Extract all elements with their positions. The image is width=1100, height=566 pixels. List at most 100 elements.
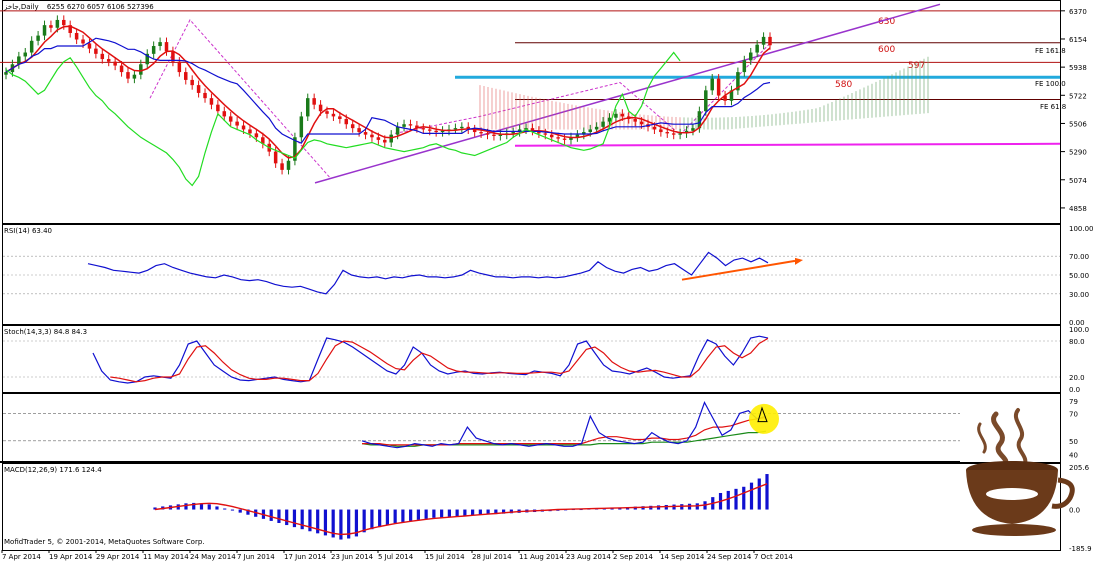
candle-body: [23, 52, 28, 57]
candle-body: [530, 128, 535, 131]
candle-body: [62, 19, 66, 26]
candle-body: [402, 124, 406, 127]
candle-body: [261, 137, 265, 144]
rsi-tick-label: 0.00: [1069, 319, 1085, 327]
macd-bar: [409, 509, 413, 521]
candle-body: [87, 43, 92, 49]
candle-body: [376, 137, 381, 140]
oscillator-panel[interactable]: [2, 393, 1061, 463]
candle-body: [768, 36, 772, 46]
osc-tick-label: 50: [1069, 438, 1078, 446]
candle-body: [697, 111, 702, 129]
candle-body: [492, 134, 496, 136]
caret-marker: [757, 406, 768, 423]
date-tick-label: 24 May 2014: [190, 553, 236, 561]
macd-bar: [385, 509, 390, 526]
osc-tick-label: 40: [1069, 452, 1078, 460]
level-597: 597: [908, 61, 926, 71]
candle-body: [562, 138, 567, 140]
candle-body: [184, 72, 188, 80]
candle-body: [704, 90, 708, 112]
candle-body: [344, 119, 349, 125]
macd-bar: [486, 509, 490, 515]
candle-body: [601, 121, 605, 127]
candle-body: [607, 117, 612, 122]
macd-bar: [471, 509, 475, 516]
candle-body: [248, 129, 252, 134]
macd-bar: [440, 509, 444, 518]
candle-body: [113, 61, 117, 66]
macd-bar: [393, 509, 397, 523]
candle-body: [254, 133, 259, 138]
macd-bar: [153, 507, 157, 510]
macd-bar: [416, 509, 420, 520]
candle-body: [691, 128, 695, 131]
macd-tick-label: 205.6: [1069, 464, 1090, 472]
macd-bar: [509, 509, 513, 514]
candle-body: [575, 134, 580, 138]
macd-bar: [757, 478, 761, 510]
osc-tick-label: 70: [1069, 410, 1078, 418]
candle-body: [659, 129, 663, 133]
macd-bar: [285, 509, 289, 526]
trend-line: [314, 3, 941, 184]
macd-bar: [331, 509, 335, 538]
highlight-circle: [749, 403, 779, 434]
candle-body: [582, 132, 586, 135]
macd-bar: [223, 508, 227, 510]
candle-body: [100, 53, 105, 60]
macd-bar: [215, 506, 219, 510]
macd-bar: [749, 482, 754, 510]
candle-body: [549, 134, 554, 138]
macd-bar: [362, 509, 366, 533]
candle-body: [177, 61, 182, 73]
candle-body: [293, 137, 297, 161]
candle-body: [151, 46, 156, 54]
candle-body: [498, 134, 503, 136]
candle-body: [119, 65, 124, 73]
candle-body: [742, 60, 747, 73]
date-tick-label: 14 Sep 2014: [660, 553, 705, 561]
rsi-panel[interactable]: [2, 224, 1061, 325]
macd-signal-line: [154, 483, 768, 536]
candle-body: [736, 72, 740, 91]
candle-body: [678, 133, 682, 135]
macd-bar: [447, 509, 451, 517]
macd-bar: [184, 503, 188, 510]
rsi-line: [87, 251, 769, 295]
candle-body: [472, 129, 477, 133]
stoch-tick-label: 100.0: [1069, 326, 1089, 334]
candle-body: [363, 132, 368, 135]
candle-body: [633, 119, 637, 122]
candle-body: [29, 40, 34, 53]
candle-body: [594, 126, 599, 130]
fe-61-label: FE 61.8: [1040, 103, 1067, 111]
macd-bar: [207, 504, 211, 510]
candle-body: [485, 133, 490, 135]
candle-body: [81, 39, 85, 44]
price-panel[interactable]: [2, 0, 1061, 224]
rsi-tick-label: 100.00: [1069, 225, 1094, 233]
macd-bar: [579, 509, 583, 511]
candle-body: [614, 113, 618, 118]
stoch-main-line: [92, 335, 769, 384]
candle-body: [415, 125, 419, 129]
date-tick-label: 7 Apr 2014: [2, 553, 41, 561]
candle-body: [164, 42, 169, 52]
macd-bar: [300, 509, 304, 530]
macd-bar: [316, 509, 320, 534]
candle-body: [511, 132, 515, 134]
macd-bar: [354, 509, 359, 537]
candle-body: [729, 90, 734, 101]
stoch-tick-label: 0.0: [1069, 386, 1080, 394]
candle-body: [543, 133, 548, 135]
stoch-panel[interactable]: [2, 325, 1061, 393]
osc-tick-label: 79: [1069, 398, 1078, 406]
macd-tick-label: -185.9: [1069, 545, 1092, 553]
price-tick-label: 6154: [1069, 36, 1087, 44]
macd-bar: [277, 509, 281, 523]
date-tick-label: 7 Jun 2014: [237, 553, 275, 561]
pattern-line: [149, 19, 331, 179]
candle-body: [723, 95, 727, 101]
macd-bar: [494, 509, 498, 515]
